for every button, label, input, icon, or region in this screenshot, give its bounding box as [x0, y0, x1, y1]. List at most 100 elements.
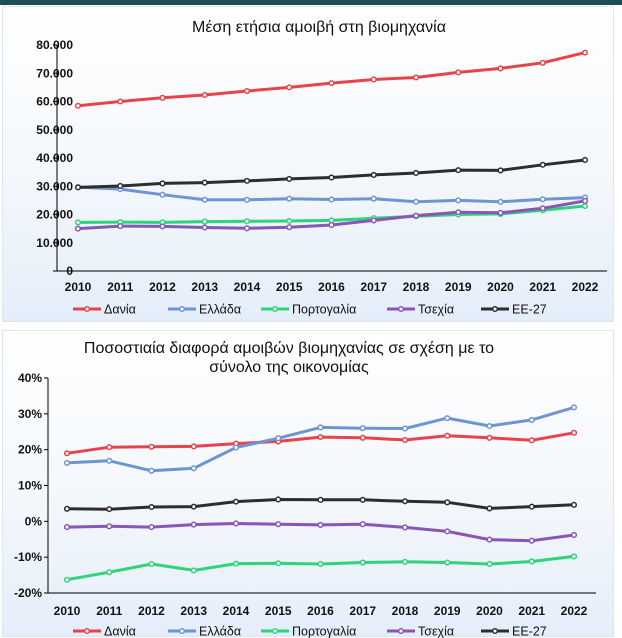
x-tick-label: 2012	[149, 280, 176, 294]
chart-panel-wage-difference: Ποσοστιαία διαφορά αμοιβών βιομηχανίας σ…	[2, 330, 614, 637]
data-point-εε-27	[529, 504, 534, 509]
data-point-δανία	[414, 75, 419, 80]
chart-title-line: σύνολο της οικονομίας	[209, 359, 369, 376]
y-tick-label: 80.000	[36, 38, 73, 52]
data-point-πορτογαλία	[276, 561, 281, 566]
y-tick-label: 60.000	[36, 95, 73, 109]
legend-swatch-marker	[180, 629, 185, 634]
legend-swatch-marker	[493, 307, 498, 312]
data-point-εε-27	[329, 175, 334, 180]
chart-title-line: Ποσοστιαία διαφορά αμοιβών βιομηχανίας σ…	[84, 340, 494, 357]
data-point-τσεχία	[403, 525, 408, 530]
data-point-δανία	[445, 433, 450, 438]
data-point-εε-27	[118, 184, 123, 189]
series-line-εε-27	[78, 160, 585, 187]
y-tick-label: 50.000	[36, 123, 73, 137]
legend-label: Δανία	[104, 303, 136, 317]
data-point-δανία	[160, 96, 165, 101]
data-point-εε-27	[540, 162, 545, 167]
y-tick-label: 40%	[18, 371, 42, 385]
data-point-ελλάδα	[149, 469, 154, 474]
data-point-δανία	[583, 50, 588, 55]
data-point-πορτογαλία	[287, 219, 292, 224]
data-point-τσεχία	[371, 218, 376, 223]
x-tick-label: 2017	[360, 280, 387, 294]
data-point-τσεχία	[329, 223, 334, 228]
data-point-ελλάδα	[498, 199, 503, 204]
series-line-πορτογαλία	[67, 556, 574, 579]
data-point-εε-27	[445, 500, 450, 505]
data-point-τσεχία	[540, 206, 545, 211]
x-tick-label: 2019	[445, 280, 472, 294]
data-point-ελλάδα	[371, 196, 376, 201]
data-point-τσεχία	[118, 224, 123, 229]
data-point-τσεχία	[160, 224, 165, 229]
series-line-δανία	[78, 53, 585, 106]
data-point-δανία	[107, 445, 112, 450]
data-point-δανία	[65, 451, 70, 456]
data-point-πορτογαλία	[202, 219, 207, 224]
data-point-ελλάδα	[287, 196, 292, 201]
chart-average-wage: Μέση ετήσια αμοιβή στη βιομηχανία010.000…	[3, 7, 615, 323]
legend-label: Ελλάδα	[199, 303, 241, 317]
x-tick-label: 2011	[96, 604, 122, 618]
data-point-πορτογαλία	[403, 560, 408, 565]
data-point-τσεχία	[498, 211, 503, 216]
y-tick-label: 30%	[18, 407, 42, 421]
data-point-ελλάδα	[191, 466, 196, 471]
data-point-ελλάδα	[318, 425, 323, 430]
data-point-δανία	[360, 436, 365, 441]
data-point-δανία	[318, 435, 323, 440]
data-point-τσεχία	[318, 523, 323, 528]
data-point-πορτογαλία	[107, 570, 112, 575]
legend-label: Ελλάδα	[199, 625, 241, 638]
data-point-εε-27	[76, 185, 81, 190]
data-point-εε-27	[414, 171, 419, 176]
data-point-πορτογαλία	[529, 559, 534, 564]
data-point-ελλάδα	[414, 199, 419, 204]
data-point-εε-27	[287, 177, 292, 182]
data-point-πορτογαλία	[445, 560, 450, 565]
data-point-τσεχία	[234, 521, 239, 526]
legend-label: Δανία	[104, 625, 136, 638]
data-point-δανία	[287, 85, 292, 90]
data-point-εε-27	[371, 173, 376, 178]
x-tick-label: 2012	[138, 604, 165, 618]
data-point-εε-27	[498, 168, 503, 173]
legend-swatch-marker	[399, 307, 404, 312]
x-tick-label: 2020	[487, 280, 514, 294]
data-point-δανία	[371, 77, 376, 82]
x-tick-label: 2010	[54, 604, 81, 618]
data-point-ελλάδα	[456, 198, 461, 203]
data-point-ελλάδα	[445, 416, 450, 421]
data-point-ελλάδα	[540, 197, 545, 202]
data-point-ελλάδα	[329, 197, 334, 202]
data-point-τσεχία	[456, 210, 461, 215]
data-point-εε-27	[65, 506, 70, 511]
data-point-ελλάδα	[160, 192, 165, 197]
data-point-ελλάδα	[487, 424, 492, 429]
x-tick-label: 2016	[307, 604, 334, 618]
data-point-εε-27	[202, 180, 207, 185]
x-tick-label: 2010	[65, 280, 92, 294]
data-point-τσεχία	[245, 226, 250, 231]
legend-label: Πορτογαλία	[292, 625, 356, 638]
data-point-τσεχία	[414, 213, 419, 218]
data-point-τσεχία	[76, 226, 81, 231]
data-point-δανία	[456, 70, 461, 75]
data-point-τσεχία	[202, 225, 207, 230]
legend-swatch-marker	[85, 629, 90, 634]
legend-label: ΕΕ-27	[512, 303, 547, 317]
legend-swatch-marker	[273, 629, 278, 634]
y-tick-label: 20.000	[36, 208, 73, 222]
x-tick-label: 2015	[265, 604, 292, 618]
data-point-δανία	[572, 431, 577, 436]
data-point-πορτογαλία	[234, 561, 239, 566]
y-tick-label: 10%	[18, 479, 42, 493]
data-point-τσεχία	[529, 538, 534, 543]
x-tick-label: 2021	[518, 604, 545, 618]
data-point-δανία	[498, 66, 503, 71]
y-tick-label: 20%	[18, 443, 42, 457]
data-point-δανία	[118, 99, 123, 104]
x-tick-label: 2013	[180, 604, 207, 618]
